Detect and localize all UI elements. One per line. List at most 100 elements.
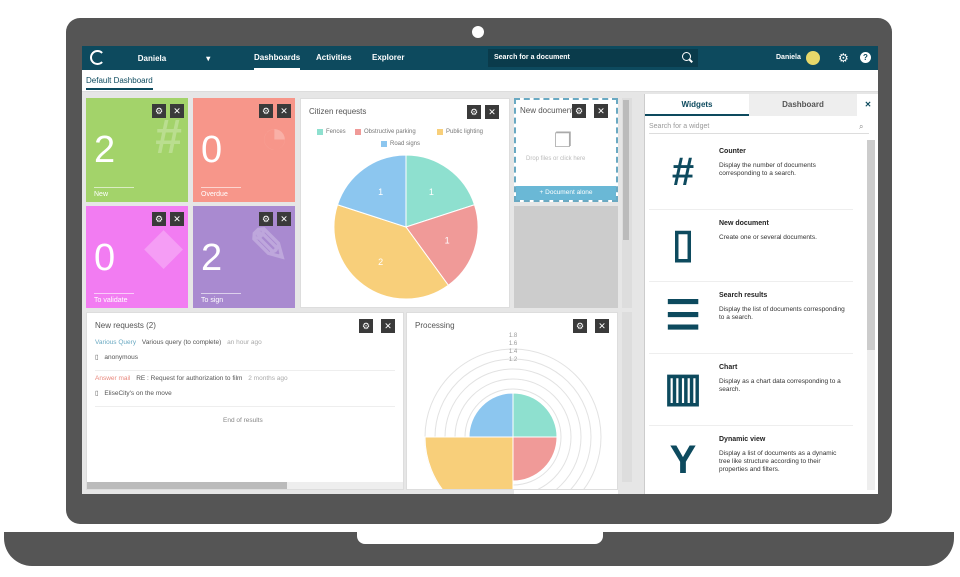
panel-title: New requests (2) [95, 321, 156, 330]
counter-tile-new[interactable]: # 2 New ⚙ ✕ [86, 98, 188, 202]
laptop-notch [357, 532, 603, 544]
panel-title: New document [520, 106, 574, 115]
counter-tile-overdue[interactable]: ◔ 0 Overdue ⚙ ✕ [193, 98, 295, 202]
tab-widgets[interactable]: Widgets [645, 94, 749, 116]
widget-title: Search results [719, 292, 768, 299]
widget-title: Dynamic view [719, 436, 766, 443]
widget-search-input[interactable]: Search for a widget [649, 120, 869, 134]
search-icon[interactable]: ⌕ [859, 122, 864, 131]
nav-dashboards[interactable]: Dashboards [254, 46, 301, 70]
gear-icon[interactable]: ⚙ [359, 319, 373, 333]
user-name[interactable]: Daniela [776, 54, 801, 61]
camera [472, 26, 484, 38]
pie-label: 1 [378, 187, 383, 197]
settings-icon[interactable]: ⚙ [838, 51, 849, 65]
scrollbar[interactable] [87, 482, 403, 489]
help-icon[interactable]: ? [860, 52, 871, 63]
new-requests-panel: New requests (2) ⚙ ✕ Various Query Vario… [86, 312, 404, 490]
avatar[interactable] [806, 51, 820, 65]
request-author: EliseCity's on the move [104, 390, 172, 397]
polar-segment[interactable] [468, 392, 514, 438]
gear-icon[interactable]: ⚙ [259, 104, 273, 118]
bar-chart-icon: ▥ [664, 366, 702, 410]
legend-item[interactable]: Fences [317, 129, 346, 135]
close-icon[interactable]: ✕ [170, 212, 184, 226]
counter-label: Overdue [201, 187, 241, 198]
polar-segment[interactable] [424, 436, 514, 489]
close-icon[interactable]: ✕ [381, 319, 395, 333]
documents-icon: ❐ [554, 130, 572, 152]
pie-slice-fences[interactable] [405, 154, 476, 228]
request-subject: RE : Request for authorization to film [136, 375, 243, 382]
counter-label: To sign [201, 293, 241, 304]
widget-chart[interactable]: ▥ Chart Display as a chart data correspo… [649, 354, 853, 426]
topbar: Daniela ▾ Dashboards Activities Explorer… [82, 46, 878, 70]
legend-item[interactable]: Obstructive parking [355, 129, 416, 135]
tab-dashboard[interactable]: Dashboard [749, 94, 857, 116]
legend-label: Fences [326, 129, 346, 135]
gear-icon[interactable]: ⚙ [259, 212, 273, 226]
counter-value: 2 [201, 237, 223, 279]
widget-dynamic-view[interactable]: Y Dynamic view Display a list of documen… [649, 426, 853, 494]
user-icon: ▯ [95, 354, 99, 361]
widget-desc: Display the number of documents correspo… [719, 162, 816, 177]
close-icon[interactable]: ✕ [864, 100, 872, 109]
panel-title: Citizen requests [309, 107, 367, 116]
widget-search-results[interactable]: ☰ Search results Display the list of doc… [649, 282, 853, 354]
document-search-input[interactable]: Search for a document [488, 49, 698, 67]
pie-slice-road-signs[interactable] [336, 154, 407, 228]
new-document-panel: New document ⚙ ✕ ❐ Drop files or click h… [514, 98, 618, 202]
gear-icon[interactable]: ⚙ [152, 212, 166, 226]
app-screen: Daniela ▾ Dashboards Activities Explorer… [82, 46, 878, 494]
pie-label: 1 [445, 235, 450, 245]
close-icon[interactable]: ✕ [594, 104, 608, 118]
list-item[interactable]: Answer mail RE : Request for authorizati… [95, 371, 395, 407]
scrollbar[interactable] [622, 312, 632, 482]
request-subject: Various query (to complete) [141, 339, 222, 346]
list-item[interactable]: Various Query Various query (to complete… [95, 335, 395, 371]
pie-label: 1 [429, 187, 434, 197]
scrollbar-thumb[interactable] [623, 100, 629, 240]
widget-desc: Display the list of documents correspond… [719, 306, 845, 321]
counter-tile-to-sign[interactable]: ✎ 2 To sign ⚙ ✕ [193, 206, 295, 308]
user-dropdown[interactable]: Daniela ▾ [110, 46, 238, 70]
polar-segment[interactable] [512, 392, 558, 438]
close-icon[interactable]: ✕ [170, 104, 184, 118]
close-icon[interactable]: ✕ [595, 319, 609, 333]
end-of-results: End of results [223, 417, 263, 424]
widget-counter[interactable]: # Counter Display the number of document… [649, 138, 853, 210]
pie-slice-public-lighting[interactable] [333, 204, 450, 300]
widget-new-document[interactable]: ▯ New document Create one or several doc… [649, 210, 853, 282]
counter-value: 0 [94, 237, 116, 279]
app-logo[interactable] [90, 50, 105, 65]
legend-item[interactable]: Public lighting [437, 129, 483, 135]
gear-icon[interactable]: ⚙ [572, 104, 586, 118]
nav-activities[interactable]: Activities [316, 53, 352, 62]
tab-default-dashboard[interactable]: Default Dashboard [86, 76, 153, 90]
legend-item[interactable]: Road signs [381, 141, 420, 147]
search-icon[interactable] [682, 52, 691, 61]
hash-icon: # [671, 150, 695, 194]
counter-value: 0 [201, 129, 223, 171]
gear-icon[interactable]: ⚙ [573, 319, 587, 333]
polar-segment[interactable] [512, 436, 558, 482]
panel-title: Processing [415, 321, 455, 330]
tick-label: 1.2 [509, 357, 518, 363]
pie-slice-obstructive-parking[interactable] [405, 204, 479, 286]
scrollbar[interactable] [867, 140, 875, 490]
drop-zone[interactable]: Drop files or click here [526, 156, 586, 162]
widget-title: New document [719, 220, 769, 227]
counter-value: 2 [94, 129, 116, 171]
close-icon[interactable]: ✕ [277, 104, 291, 118]
citizen-pie-chart: 1 1 2 1 [333, 154, 479, 300]
counter-tile-to-validate[interactable]: ◆ 0 To validate ⚙ ✕ [86, 206, 188, 308]
close-icon[interactable]: ✕ [277, 212, 291, 226]
list-icon: ☰ [665, 294, 701, 338]
document-alone-button[interactable]: + Document alone [516, 186, 616, 200]
legend-label: Obstructive parking [364, 129, 416, 135]
gear-icon[interactable]: ⚙ [467, 105, 481, 119]
close-icon[interactable]: ✕ [485, 105, 499, 119]
user-dropdown-label: Daniela [137, 53, 167, 63]
gear-icon[interactable]: ⚙ [152, 104, 166, 118]
nav-explorer[interactable]: Explorer [372, 53, 405, 62]
